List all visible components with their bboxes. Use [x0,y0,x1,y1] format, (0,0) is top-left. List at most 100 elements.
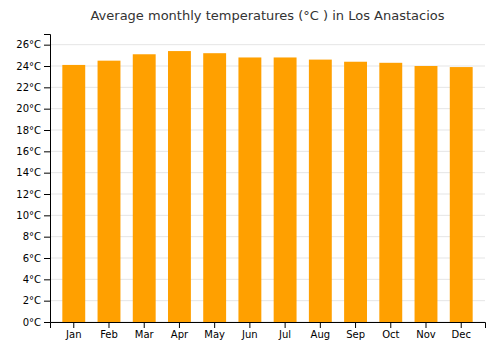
tick-mark [144,322,145,328]
tick-label: Oct [382,329,399,340]
tick-label: Dec [452,329,471,340]
tick-mark [44,322,50,323]
tick-mark [44,87,50,88]
tick-mark [44,151,50,152]
tick: May [204,322,225,340]
bar [203,53,226,322]
tick-mark [44,66,50,67]
tick-label: Jan [65,329,81,340]
grid [50,45,485,322]
tick-label: 10°C [16,210,41,221]
tick-label: 16°C [16,146,41,157]
tick-label: Jul [278,329,291,340]
tick-mark [44,279,50,280]
tick-mark [44,194,50,195]
tick-label: Jun [241,329,258,340]
bar [309,60,332,322]
tick-label: 24°C [16,61,41,72]
title: Average monthly temperatures (°C ) in Lo… [90,8,444,23]
tick-label: 2°C [23,295,41,306]
tick-mark [44,45,50,46]
tick-label: Apr [171,329,189,340]
tick: Mar [135,322,155,340]
plot: 0°C 2°C 4°C 6°C 8°C 10°C 12°C 14°C 16°C 18°C 20°C 2… [16,35,485,341]
tick-mark [108,322,109,328]
y-axis: 0°C 2°C 4°C 6°C 8°C 10°C 12°C 14°C 16°C 18°C 20°C 2… [16,35,50,328]
tick-label: 26°C [16,39,41,50]
tick-label: 4°C [23,274,41,285]
tick-mark [461,322,462,328]
bar [238,57,261,322]
tick-mark [44,109,50,110]
tick-mark [44,237,50,238]
bar [450,67,473,322]
bar [98,61,121,322]
tick: Oct [382,322,399,340]
tick-mark [249,322,250,328]
tick-mark [44,258,50,259]
tick-label: 20°C [16,103,41,114]
tick-label: Feb [100,329,118,340]
tick-mark [179,322,180,328]
tick-label: May [204,329,225,340]
bar [168,51,191,322]
tick-label: 22°C [16,82,41,93]
tick: 0°C [23,317,50,328]
tick-label: 18°C [16,125,41,136]
tick-mark [44,215,50,216]
tick-mark [44,301,50,302]
bar [344,62,367,322]
tick-label: Sep [346,329,365,340]
tick: Aug [311,322,331,340]
tick-mark [390,322,391,328]
bar [62,65,85,322]
axis-line [51,323,486,329]
tick: 4°C [23,274,50,285]
tick: Dec [452,322,471,340]
bar [274,57,297,322]
tick: 8°C [23,231,50,242]
tick: Apr [171,322,189,340]
tick: 22°C [16,82,50,93]
bars [62,51,472,322]
tick: Sep [346,322,365,340]
tick: Nov [416,322,436,340]
tick-mark [44,130,50,131]
tick-mark [214,322,215,328]
tick: 12°C [16,189,50,200]
tick-label: 12°C [16,189,41,200]
tick: 18°C [16,125,50,136]
tick: 2°C [23,295,50,306]
tick: 24°C [16,61,50,72]
tick-mark [426,322,427,328]
tick-label: 8°C [23,231,41,242]
bar [415,66,438,322]
tick-label: Nov [416,329,436,340]
axis-line [44,35,51,323]
tick: 6°C [23,253,50,264]
x-axis: Jan Feb Mar Apr May Jun Jul Aug Sep Oct Nov Dec [51,322,486,340]
tick: Feb [100,322,118,340]
tick-mark [285,322,286,328]
tick-label: Aug [311,329,331,340]
chart: 0°C 2°C 4°C 6°C 8°C 10°C 12°C 14°C 16°C 18°C 20°C 2… [0,0,500,350]
tick: Jun [241,322,258,340]
tick: 14°C [16,167,50,178]
tick-label: 6°C [23,253,41,264]
tick: 26°C [16,39,50,50]
tick-label: 14°C [16,167,41,178]
tick-mark [44,173,50,174]
bar [133,54,156,322]
tick-label: 0°C [23,317,41,328]
tick: 20°C [16,103,50,114]
tick: Jul [278,322,291,340]
bar [379,63,402,322]
grid-line [50,44,485,45]
tick-mark [355,322,356,328]
tick-label: Mar [135,329,155,340]
tick-mark [320,322,321,328]
tick-mark [73,322,74,328]
tick: 10°C [16,210,50,221]
tick: Jan [65,322,81,340]
tick: 16°C [16,146,50,157]
